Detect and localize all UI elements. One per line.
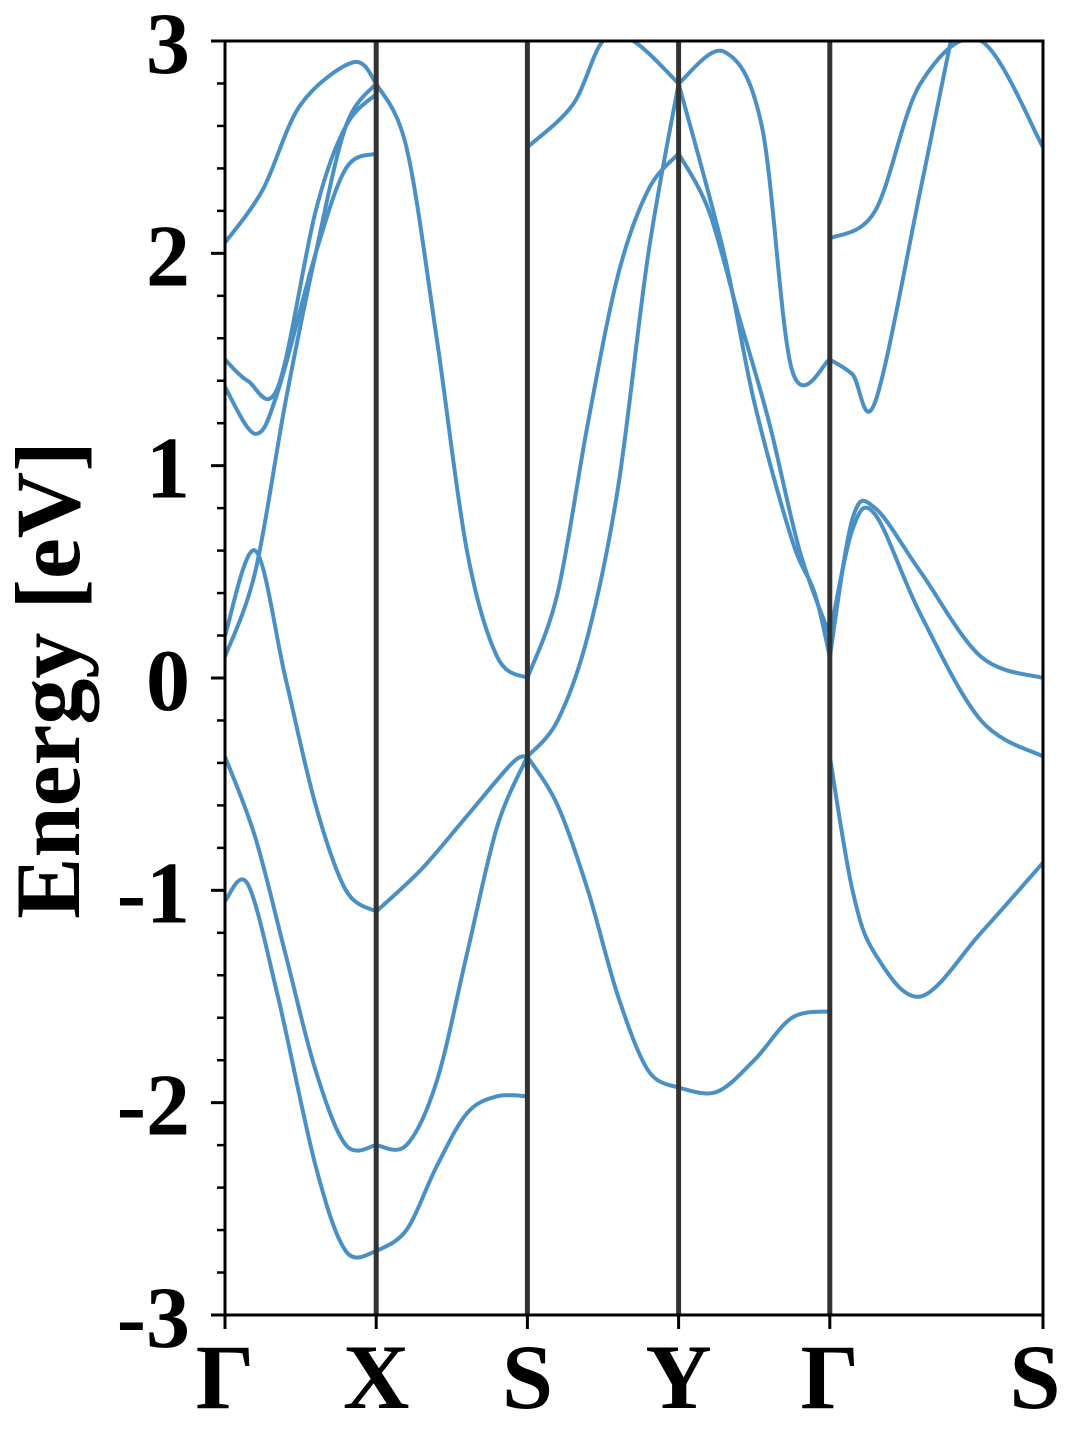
- band-line-15: [827, 498, 1043, 680]
- plot-frame: [223, 39, 1045, 1317]
- band-line-11: [525, 152, 681, 679]
- band-line-17: [225, 151, 378, 436]
- band-line-23: [828, 41, 1043, 241]
- x-tick-label-4: Γ: [801, 1326, 860, 1428]
- x-tick-label-0: Γ: [196, 1326, 255, 1428]
- band-line-9: [225, 82, 378, 658]
- band-line-21: [828, 41, 953, 414]
- band-line-10: [374, 82, 529, 680]
- x-tick-label-1: X: [343, 1326, 409, 1428]
- y-ticks-group: -3 -2 -1 0 1 2 3: [117, 0, 225, 1367]
- band-line-19: [225, 59, 378, 244]
- y-tick-label-6: 3: [146, 0, 190, 93]
- band-line-18: [225, 92, 378, 402]
- band-line-0: [225, 755, 377, 1153]
- bands-group: [225, 41, 1043, 1260]
- x-tick-label-5: S: [1009, 1326, 1060, 1428]
- y-tick-label-3: 0: [146, 633, 190, 730]
- band-line-3: [678, 1009, 831, 1096]
- y-tick-label-2: -1: [117, 845, 190, 942]
- band-line-4: [225, 877, 377, 1260]
- kpoint-lines-group: [373, 41, 833, 1315]
- band-line-14: [676, 82, 832, 658]
- y-tick-label-0: -3: [117, 1270, 190, 1367]
- band-line-20: [677, 48, 832, 388]
- band-line-7: [374, 754, 529, 914]
- band-line-6: [225, 548, 378, 914]
- band-line-16: [827, 756, 1043, 999]
- band-line-8: [525, 83, 681, 758]
- y-axis-label: Energy [eV]: [0, 441, 99, 919]
- y-tick-label-5: 2: [146, 208, 190, 305]
- band-line-22: [526, 41, 680, 149]
- x-tick-label-2: S: [502, 1326, 553, 1428]
- band-line-12: [676, 152, 832, 637]
- y-tick-label-1: -2: [117, 1058, 190, 1155]
- band-line-5: [375, 1093, 528, 1254]
- band-line-13: [827, 505, 1043, 759]
- band-line-1: [375, 755, 530, 1152]
- x-tick-label-3: Y: [645, 1326, 711, 1428]
- band-line-2: [525, 755, 680, 1090]
- y-tick-label-4: 1: [146, 421, 190, 518]
